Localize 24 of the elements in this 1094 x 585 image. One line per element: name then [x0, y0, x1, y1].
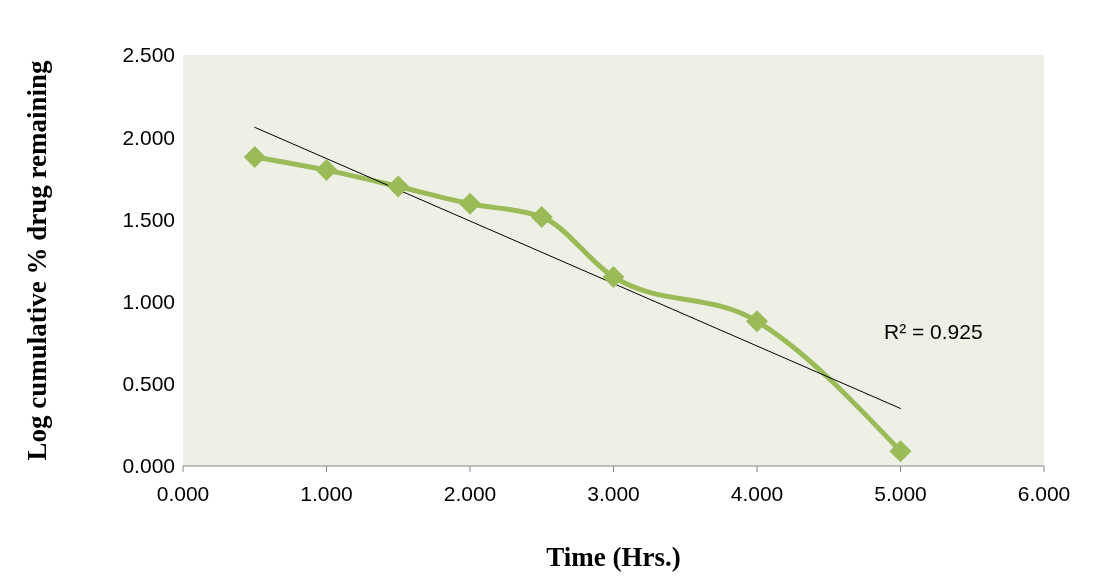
point	[459, 192, 481, 215]
point	[602, 265, 625, 288]
point	[243, 145, 266, 168]
point	[315, 159, 338, 182]
y-tick-label: 0.500	[122, 372, 175, 396]
x-tick-label: 6.000	[1017, 481, 1071, 505]
x-tick-label: 5.000	[874, 481, 927, 505]
x-tick-label: 1.000	[300, 481, 353, 505]
point	[889, 440, 912, 463]
y-axis-title: Log cumulative % drug remaining	[21, 60, 52, 461]
y-tick-label: 2.500	[122, 43, 175, 67]
annotation: R² = 0.925	[884, 320, 983, 344]
point	[387, 175, 410, 198]
y-tick-label: 2.000	[122, 125, 175, 149]
point	[746, 310, 768, 333]
y-tick-label: 1.500	[122, 207, 175, 231]
x-tick-label: 2.000	[443, 481, 497, 505]
x-axis-title: Time (Hrs.)	[546, 542, 681, 572]
y-tick-label: 0.000	[122, 454, 175, 478]
point	[530, 205, 553, 228]
x-tick-label: 4.000	[730, 481, 784, 505]
x-tick-label: 0.000	[156, 481, 210, 505]
x-tick-label: 3.000	[587, 481, 640, 505]
y-tick-label: 1.000	[122, 290, 175, 314]
